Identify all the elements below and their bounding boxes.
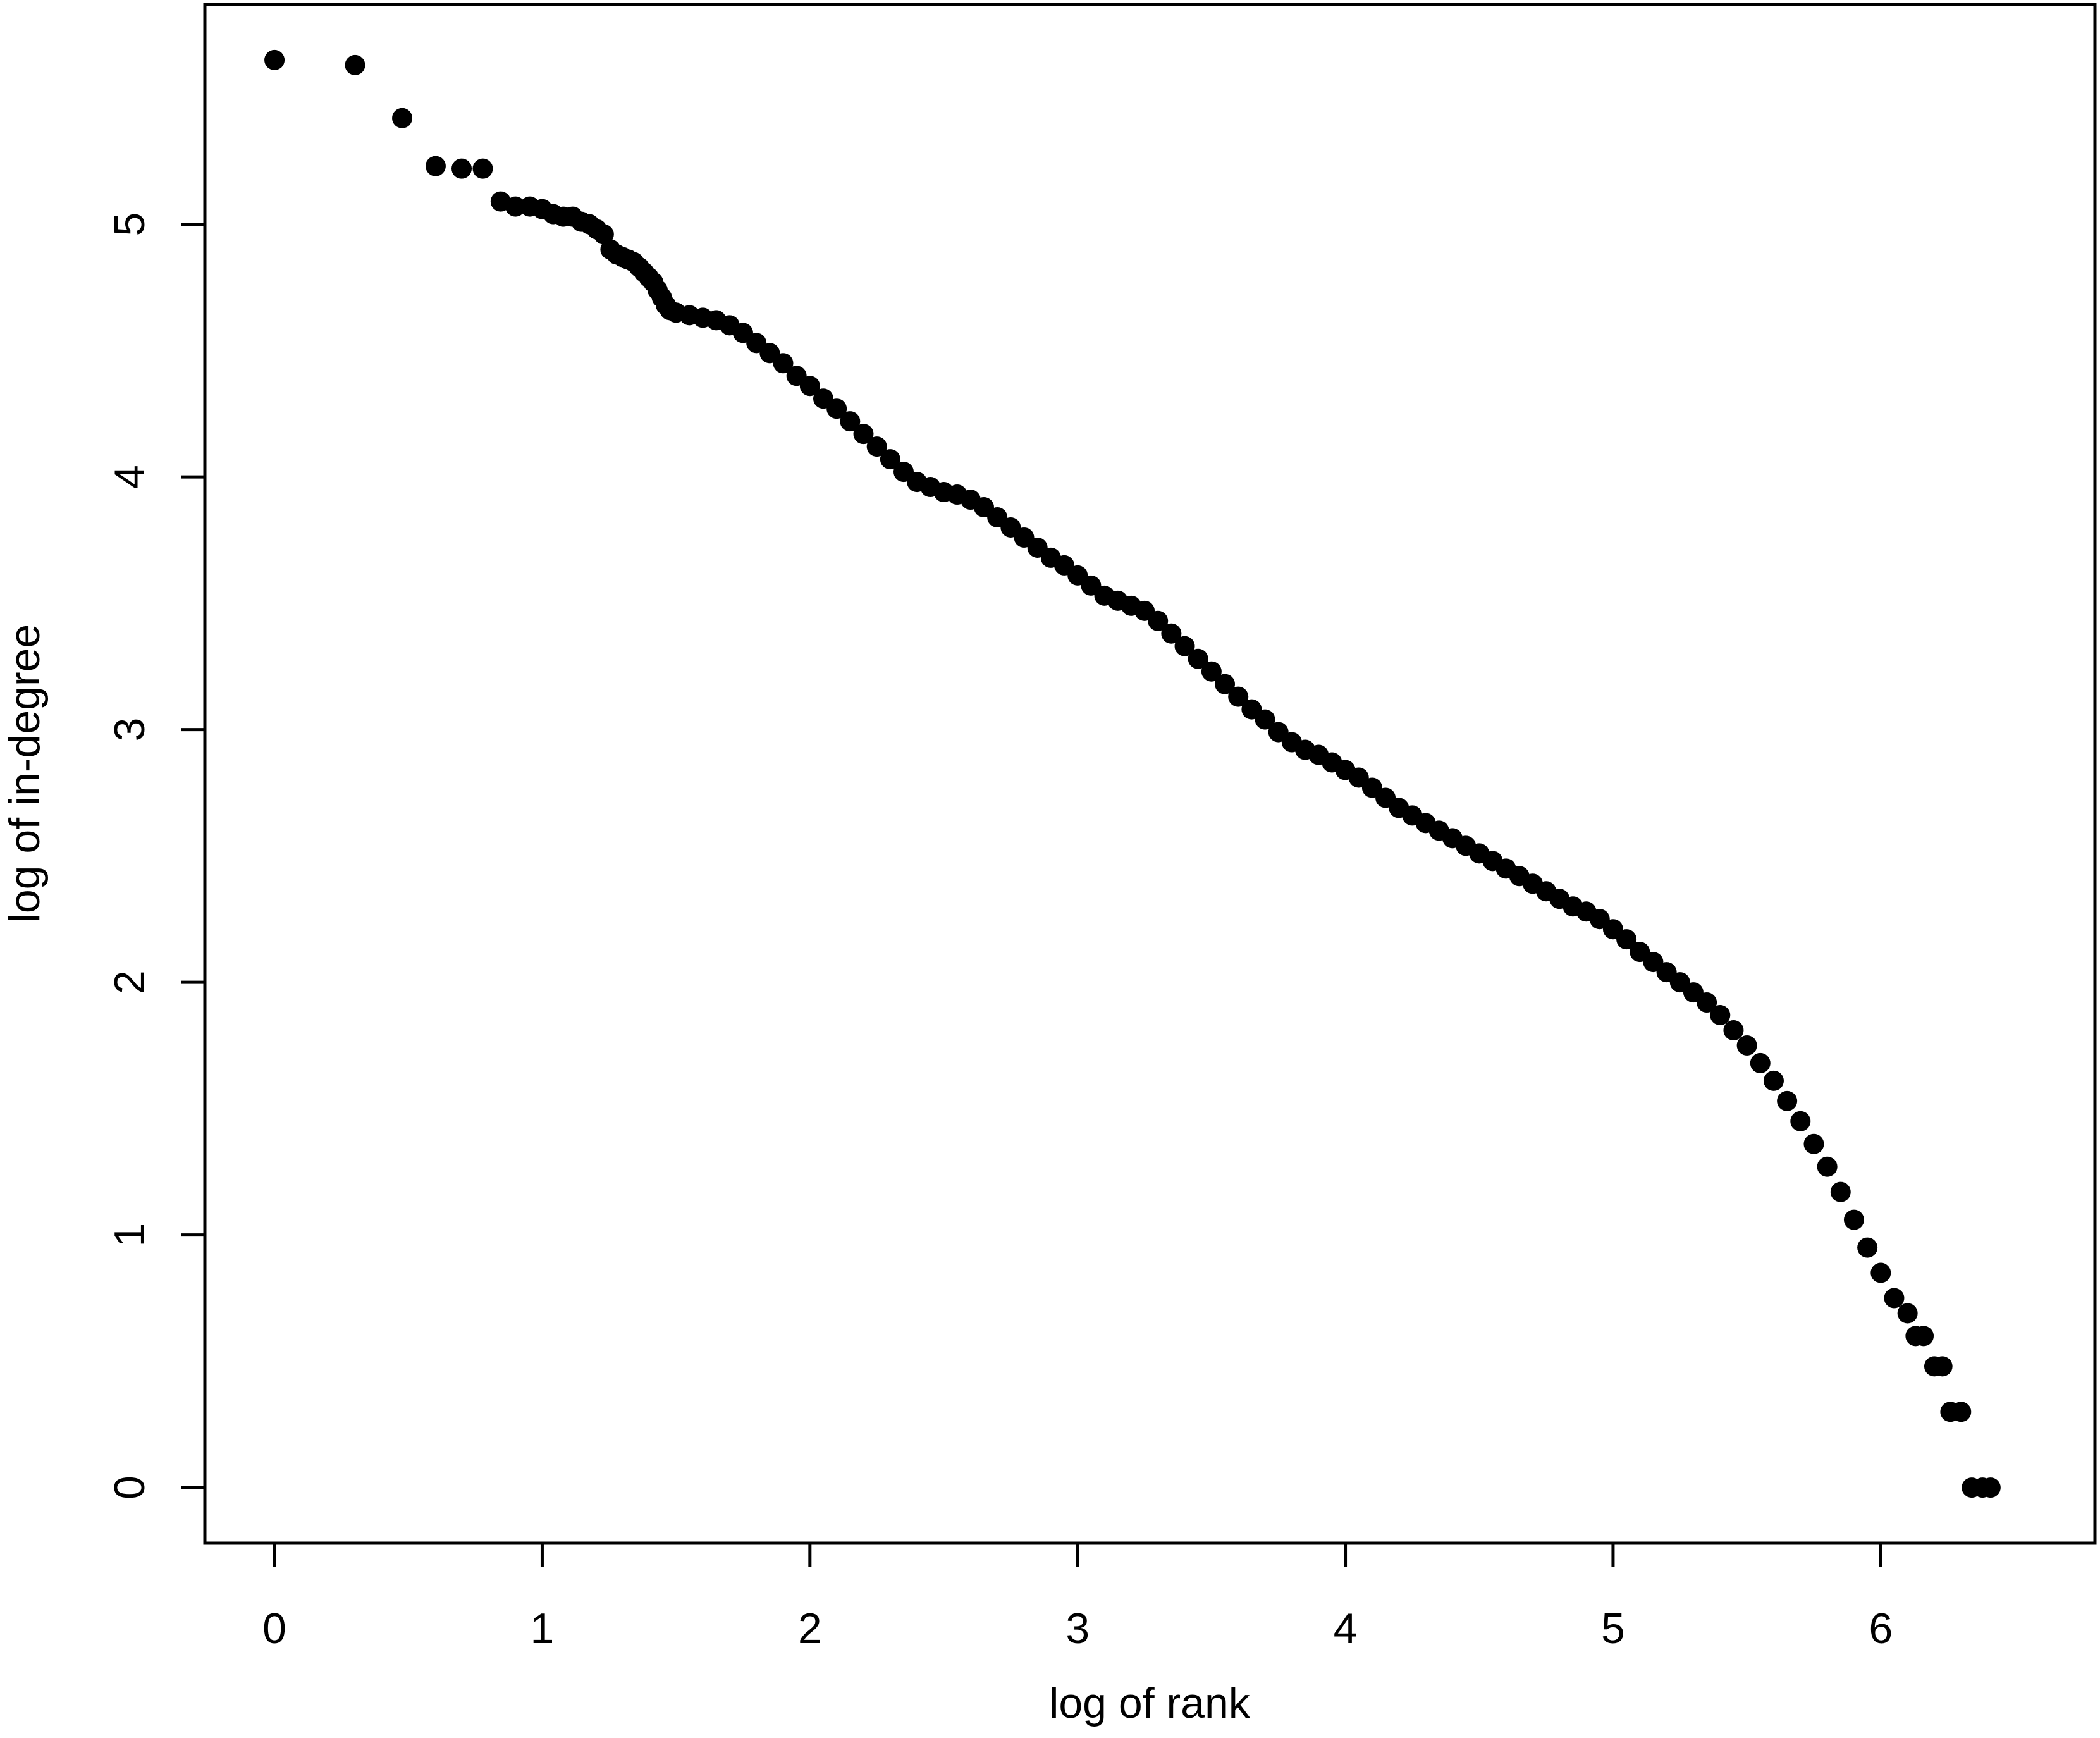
y-tick-label-1: 1 <box>106 1223 154 1247</box>
x-axis-label: log of rank <box>1049 1679 1251 1727</box>
data-point-122 <box>1897 1303 1918 1324</box>
y-tick-label-5: 5 <box>106 213 154 237</box>
data-point-0 <box>264 49 285 70</box>
data-point-120 <box>1870 1262 1891 1283</box>
x-tick-label-3: 3 <box>1065 1605 1090 1653</box>
data-point-74 <box>1255 709 1275 730</box>
data-point-1 <box>345 54 365 75</box>
x-tick-label-1: 1 <box>531 1605 555 1653</box>
data-point-67 <box>1161 623 1182 644</box>
data-point-68 <box>1174 636 1195 656</box>
data-point-112 <box>1763 1070 1784 1091</box>
data-point-2 <box>392 108 413 128</box>
data-point-44 <box>853 424 874 445</box>
x-tick-label-4: 4 <box>1334 1605 1358 1653</box>
data-point-121 <box>1884 1288 1905 1309</box>
x-tick-label-0: 0 <box>262 1605 286 1653</box>
data-point-108 <box>1710 1005 1731 1026</box>
data-point-131 <box>1980 1477 2001 1498</box>
data-point-5 <box>472 158 493 179</box>
data-point-126 <box>1932 1356 1953 1377</box>
data-point-109 <box>1723 1020 1744 1040</box>
data-point-16 <box>593 224 614 245</box>
data-point-117 <box>1830 1181 1851 1202</box>
data-point-111 <box>1750 1052 1771 1073</box>
data-point-114 <box>1790 1111 1811 1131</box>
x-tick-label-6: 6 <box>1869 1605 1893 1653</box>
data-point-42 <box>826 398 847 419</box>
y-tick-label-4: 4 <box>106 465 154 489</box>
data-point-128 <box>1951 1402 1972 1422</box>
data-point-69 <box>1188 648 1208 669</box>
data-point-72 <box>1228 686 1249 707</box>
data-point-38 <box>773 353 794 374</box>
data-point-7 <box>505 196 526 217</box>
data-point-46 <box>880 449 900 470</box>
y-axis: 0 1 2 3 4 5 <box>106 213 207 1500</box>
data-point-113 <box>1777 1090 1798 1111</box>
data-point-4 <box>451 158 472 179</box>
data-point-101 <box>1616 929 1637 950</box>
data-point-40 <box>799 376 820 397</box>
data-points <box>264 49 2001 1498</box>
data-point-70 <box>1201 661 1222 682</box>
x-tick-label-2: 2 <box>798 1605 822 1653</box>
data-point-107 <box>1697 992 1717 1013</box>
y-tick-label-3: 3 <box>106 718 154 742</box>
y-tick-label-0: 0 <box>106 1476 154 1500</box>
data-point-115 <box>1803 1133 1824 1154</box>
data-point-124 <box>1913 1326 1934 1347</box>
y-axis-label: log of in-degree <box>1 624 49 923</box>
y-tick-label-2: 2 <box>106 970 154 994</box>
data-point-119 <box>1857 1237 1878 1258</box>
data-point-110 <box>1736 1035 1757 1056</box>
x-axis: 0 1 2 3 4 5 6 <box>262 1541 1893 1653</box>
data-point-66 <box>1148 610 1169 631</box>
data-point-3 <box>425 156 446 176</box>
data-point-43 <box>840 411 861 432</box>
data-point-45 <box>866 436 887 457</box>
data-point-71 <box>1215 674 1236 694</box>
data-point-118 <box>1843 1209 1864 1230</box>
data-point-116 <box>1817 1156 1838 1177</box>
x-tick-label-5: 5 <box>1601 1605 1625 1653</box>
